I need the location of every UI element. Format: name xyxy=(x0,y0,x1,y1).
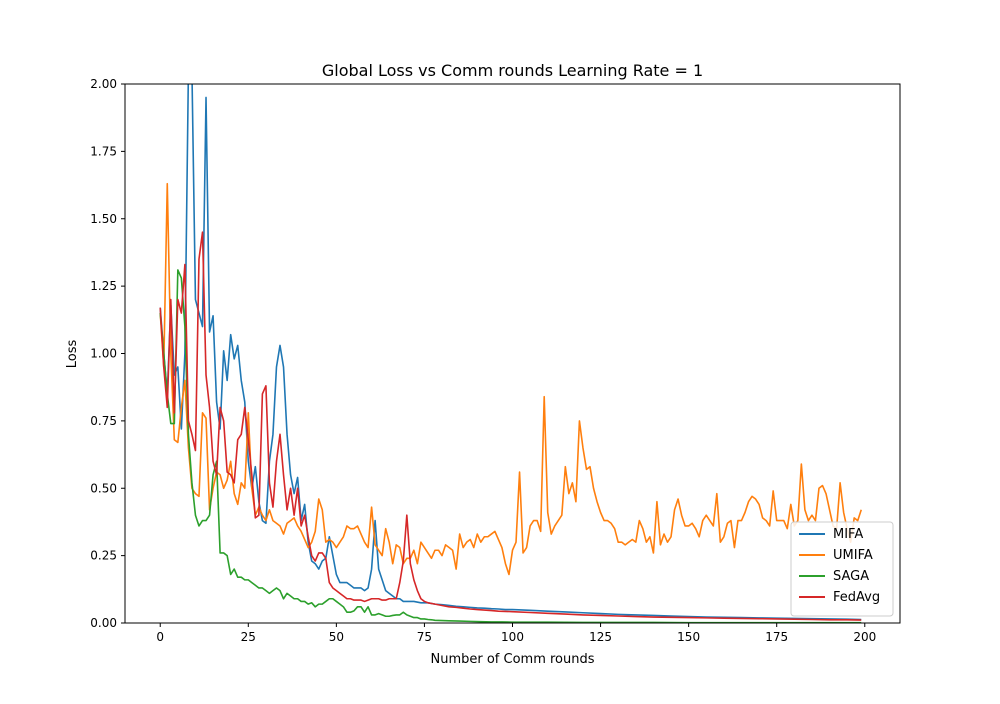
legend-label: SAGA xyxy=(833,569,869,584)
y-tick-label: 1.50 xyxy=(90,212,117,226)
series-line-umifa xyxy=(159,182,863,576)
x-tick-label: 100 xyxy=(501,630,524,644)
chart-title: Global Loss vs Comm rounds Learning Rate… xyxy=(322,61,703,80)
y-tick-label: 1.25 xyxy=(90,279,117,293)
y-tick-label: 0.25 xyxy=(90,549,117,563)
x-tick-label: 150 xyxy=(677,630,700,644)
legend-box xyxy=(790,521,894,617)
x-axis-ticks: 0 25 50 75 100 125 150 175 200 xyxy=(156,623,876,644)
y-tick-label: 0.50 xyxy=(90,481,117,495)
x-tick-label: 50 xyxy=(329,630,344,644)
x-tick-label: 0 xyxy=(156,630,164,644)
x-tick-label: 125 xyxy=(589,630,612,644)
y-tick-label: 1.75 xyxy=(90,144,117,158)
legend-label: FedAvg xyxy=(833,590,880,605)
legend: MIFA UMIFA SAGA FedAvg xyxy=(790,521,894,617)
y-tick-label: 2.00 xyxy=(90,77,117,91)
x-tick-label: 25 xyxy=(241,630,256,644)
legend-label: UMIFA xyxy=(833,548,873,563)
y-tick-label: 0.00 xyxy=(90,616,117,630)
y-axis-ticks: 0.00 0.25 0.50 0.75 1.00 1.25 1.50 1.75 2.00 xyxy=(90,77,125,630)
series-line-mifa xyxy=(159,84,862,621)
y-tick-label: 0.75 xyxy=(90,414,117,428)
x-tick-label: 200 xyxy=(853,630,876,644)
x-axis-label: Number of Comm rounds xyxy=(430,652,594,667)
y-tick-label: 1.00 xyxy=(90,347,117,361)
series-lines xyxy=(159,84,863,623)
x-tick-label: 75 xyxy=(417,630,432,644)
series-line-fedavg xyxy=(159,231,862,621)
legend-label: MIFA xyxy=(833,527,863,542)
x-tick-label: 175 xyxy=(765,630,788,644)
y-axis-label: Loss xyxy=(65,340,80,369)
